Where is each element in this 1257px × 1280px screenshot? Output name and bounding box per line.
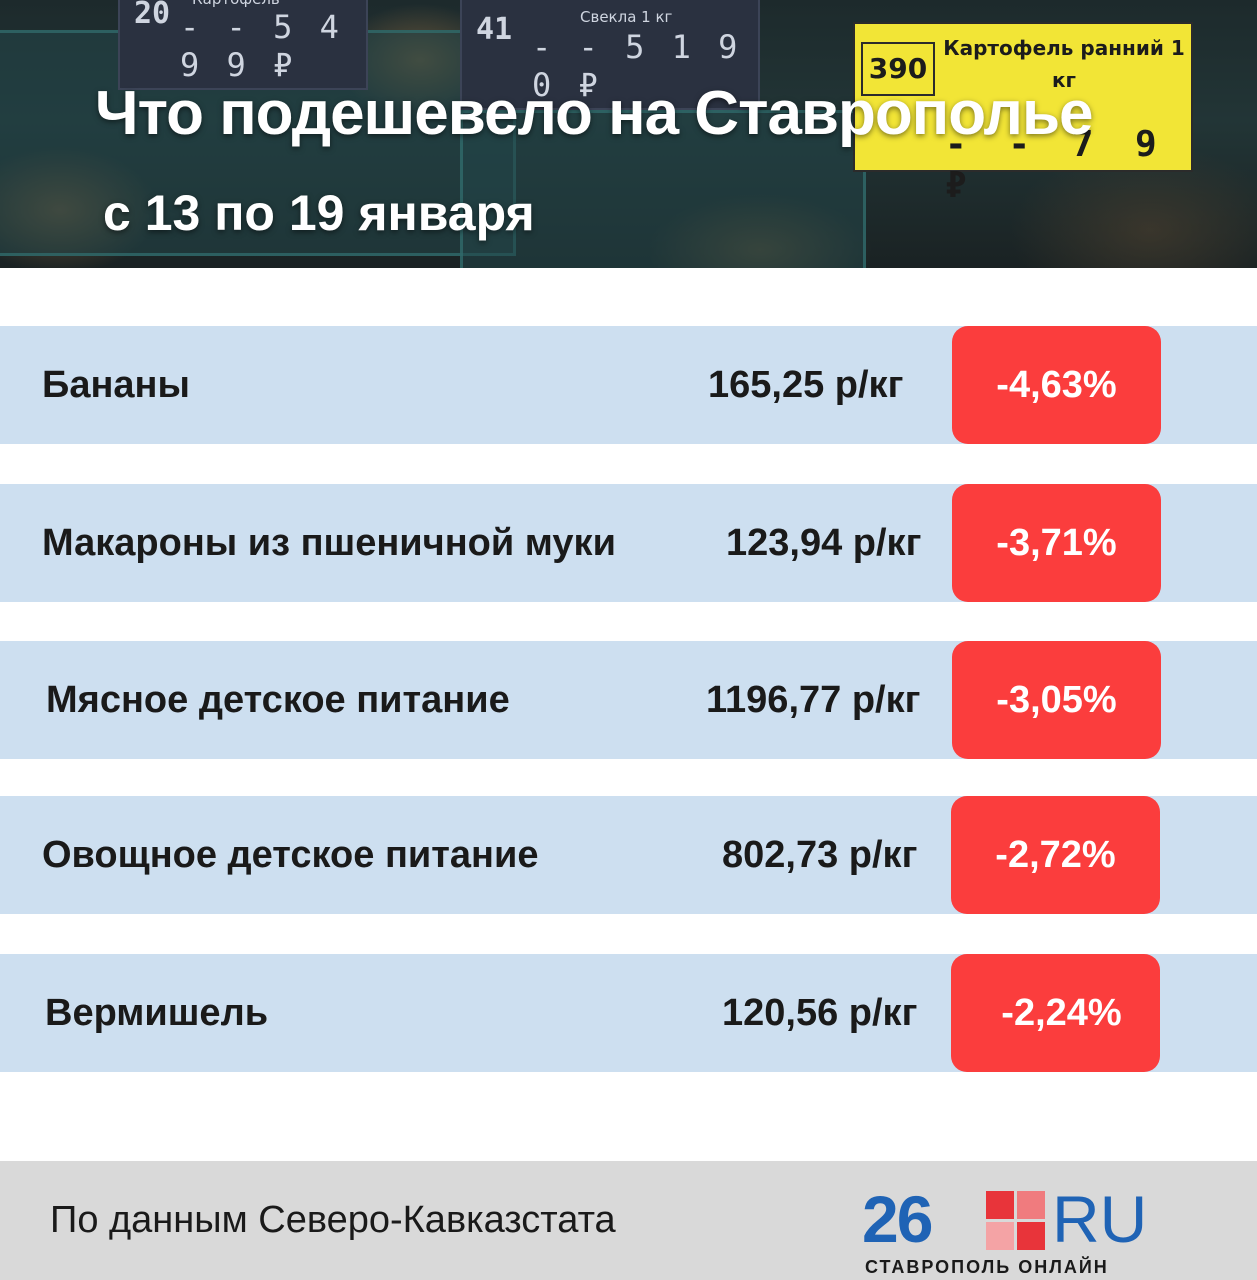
tag-price: - - 7 9 ₽ [945, 124, 1167, 206]
price-row: Овощное детское питание 802,73 р/кг -2,7… [0, 796, 1257, 914]
price-row: Бананы 165,25 р/кг -4,63% [0, 326, 1257, 444]
tag-price: - - 5 1 9 0 ₽ [532, 28, 742, 104]
tag-product-name: Свекла 1 кг [580, 8, 673, 26]
change-badge: -2,72% [951, 796, 1160, 914]
tag-product-name: Картофель [192, 0, 280, 8]
header-banner: 20 Картофель - - 5 4 9 9 ₽ 41 Свекла 1 к… [0, 0, 1257, 268]
product-name: Бананы [42, 364, 190, 406]
product-price: 120,56 р/кг [722, 992, 918, 1034]
logo-number: 26 [862, 1182, 933, 1256]
product-price: 1196,77 р/кг [706, 679, 921, 721]
background-price-tag: 41 Свекла 1 кг - - 5 1 9 0 ₽ [460, 0, 760, 110]
product-name: Вермишель [45, 992, 269, 1034]
product-name: Макароны из пшеничной муки [42, 522, 616, 564]
tag-number: 20 [134, 0, 171, 31]
footer: По данным Северо-Кавказстата 26 RU СТАВР… [0, 1161, 1257, 1280]
background-price-tag: 20 Картофель - - 5 4 9 9 ₽ [118, 0, 368, 90]
product-price: 123,94 р/кг [726, 522, 922, 564]
product-name: Мясное детское питание [46, 679, 510, 721]
date-range-subtitle: с 13 по 19 января [103, 185, 535, 241]
change-badge: -2,24% [951, 954, 1160, 1072]
change-badge: -3,71% [952, 484, 1161, 602]
tag-number: 390 [861, 42, 935, 96]
data-source-note: По данным Северо-Кавказстата [50, 1199, 616, 1241]
change-badge: -3,05% [952, 641, 1161, 759]
change-badge: -4,63% [952, 326, 1161, 444]
price-row: Макароны из пшеничной муки 123,94 р/кг -… [0, 484, 1257, 602]
product-price: 802,73 р/кг [722, 834, 918, 876]
tag-product-name: Картофель ранний 1 кг [943, 36, 1185, 92]
product-name: Овощное детское питание [42, 834, 539, 876]
tag-number: 41 [476, 12, 513, 47]
price-row: Вермишель 120,56 р/кг -2,24% [0, 954, 1257, 1072]
product-price: 165,25 р/кг [708, 364, 904, 406]
vegetable-crate [460, 110, 866, 268]
logo-tagline: СТАВРОПОЛЬ ОНЛАЙН [865, 1257, 1109, 1277]
price-row: Мясное детское питание 1196,77 р/кг -3,0… [0, 641, 1257, 759]
site-logo[interactable]: 26 RU СТАВРОПОЛЬ ОНЛАЙН [862, 1182, 1162, 1277]
logo-domain: RU [1052, 1182, 1148, 1256]
yellow-price-tag: 390 Картофель ранний 1 кг - - 7 9 ₽ [853, 22, 1193, 206]
page-title: Что подешевело на Ставрополье [95, 79, 1094, 148]
logo-squares-icon [986, 1191, 1046, 1251]
tag-price: - - 5 4 9 9 ₽ [180, 8, 343, 84]
